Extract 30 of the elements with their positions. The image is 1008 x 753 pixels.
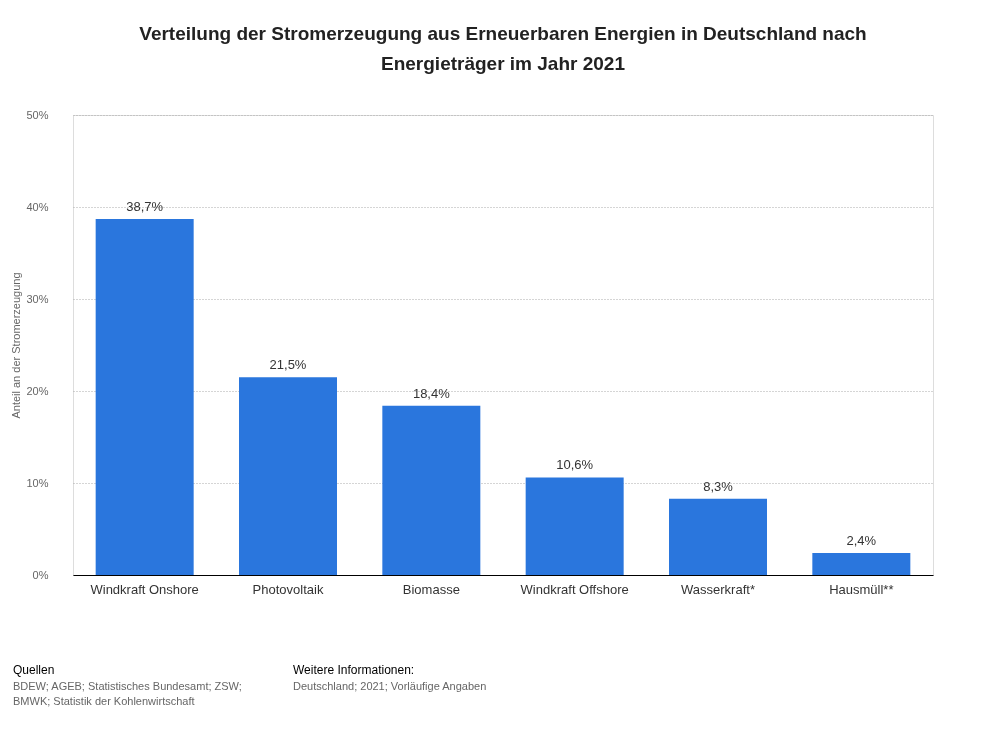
data-label: 10,6%: [556, 457, 594, 473]
y-tick-label: 0%: [32, 568, 49, 581]
bar: [382, 405, 481, 575]
y-tick-label: 50%: [26, 108, 49, 121]
y-axis-title: Anteil an der Stromerzeugung: [10, 272, 23, 419]
y-tick-label: 10%: [26, 476, 49, 489]
x-tick-label: Wasserkraft*: [681, 581, 755, 597]
data-label: 18,4%: [412, 385, 451, 401]
y-tick-label: 40%: [26, 200, 49, 213]
text: Quellen: [13, 663, 55, 677]
data-label: 21,5%: [269, 357, 307, 373]
data-label: 2,4%: [846, 532, 877, 548]
y-tick-label: 20%: [26, 384, 49, 397]
bar: [239, 377, 337, 575]
text: Deutschland; 2021; Vorläufige Angaben: [293, 680, 487, 692]
bar: [525, 477, 624, 575]
bar: [812, 552, 911, 575]
data-label: 38,7%: [126, 198, 164, 214]
x-tick-label: Windkraft Onshore: [90, 581, 199, 597]
bar: [669, 498, 767, 575]
text: BDEW; AGEB; Statistisches Bundesamt; ZSW; BMWK; Statistik der Kohlenwirtschaft: [13, 680, 242, 707]
data-label: 8,3%: [703, 478, 734, 494]
x-tick-label: Biomasse: [402, 581, 460, 597]
y-tick-label: 30%: [26, 292, 49, 305]
text: Weitere Informationen:: [293, 663, 415, 677]
chart-title: Verteilung der Stromerzeugung aus Erneuerbaren Energien in Deutschland nach Energieträger im Jahr 2021: [139, 23, 867, 74]
x-tick-label: Windkraft Offshore: [520, 581, 629, 597]
bar: [95, 218, 194, 575]
x-tick-label: Hausmüll**: [829, 581, 894, 597]
x-tick-label: Photovoltaik: [252, 581, 324, 597]
